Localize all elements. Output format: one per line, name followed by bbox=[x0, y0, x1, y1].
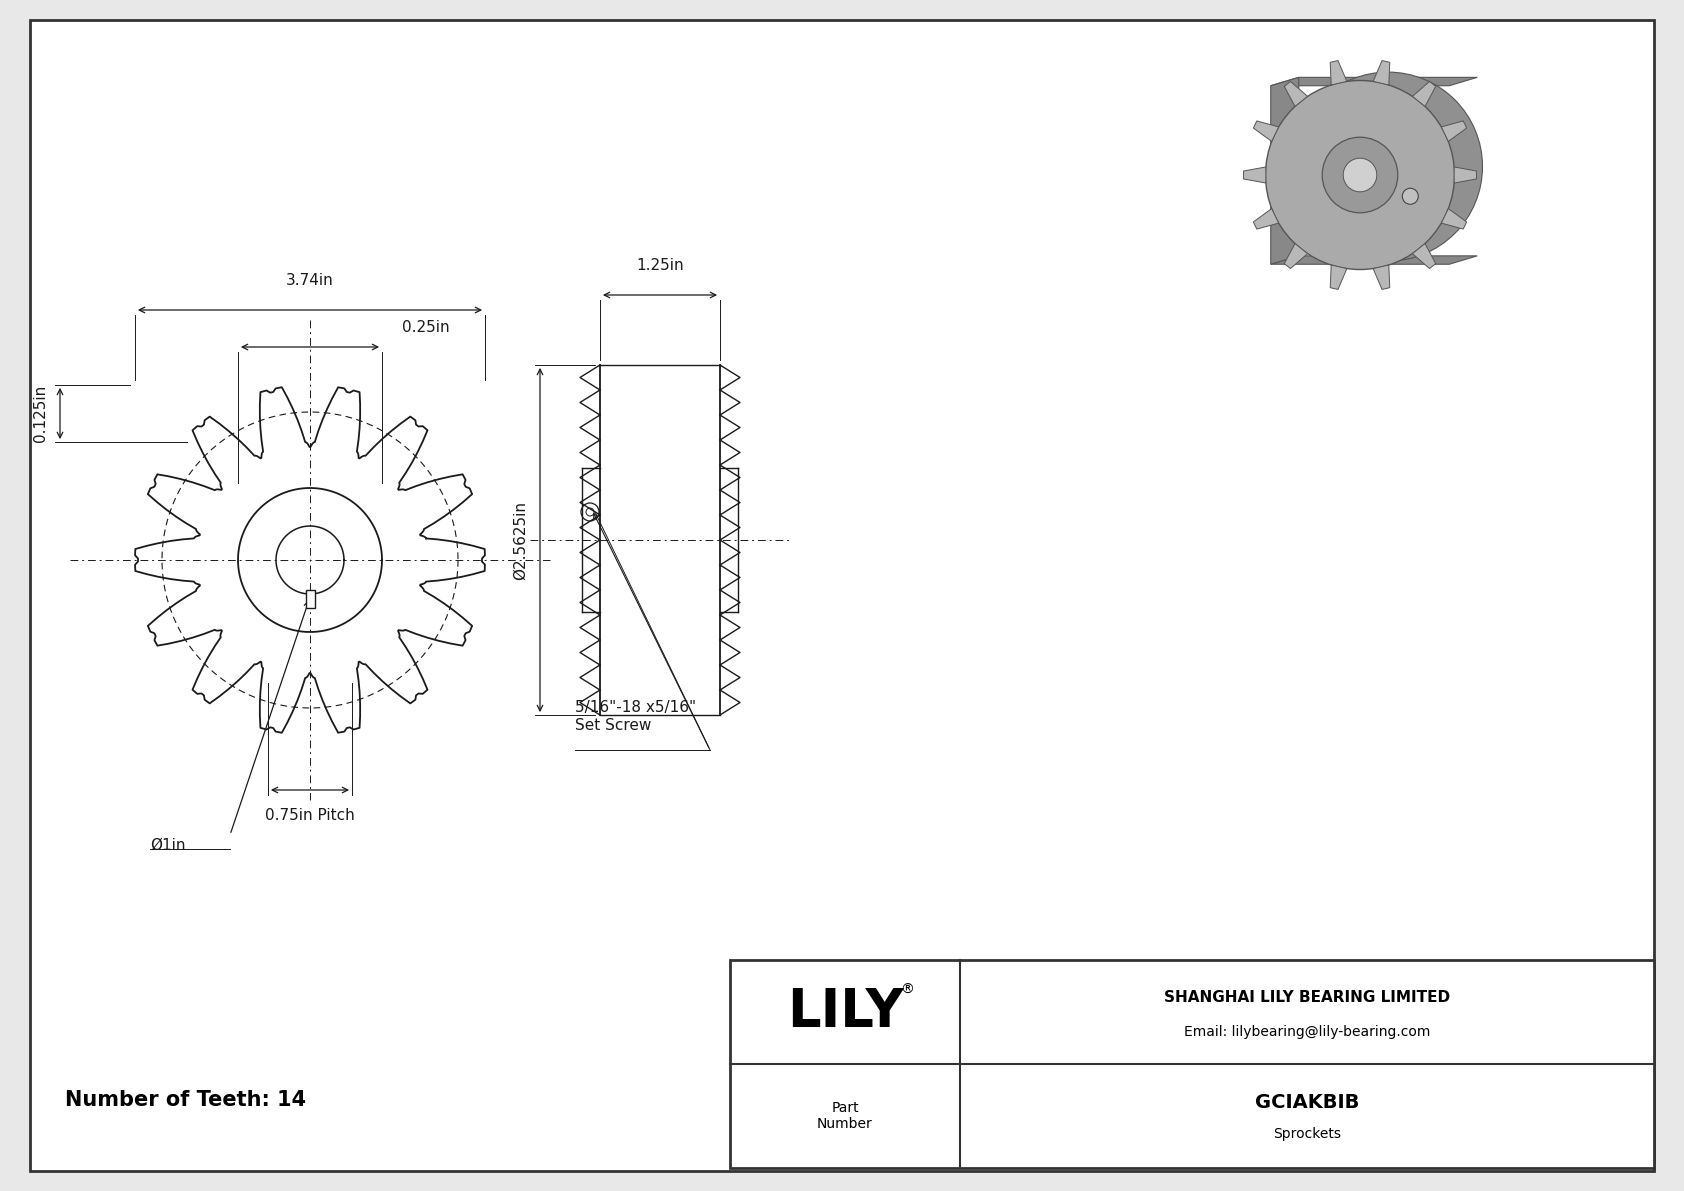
Polygon shape bbox=[1330, 61, 1347, 85]
Polygon shape bbox=[1413, 81, 1436, 106]
Polygon shape bbox=[1253, 121, 1278, 142]
Text: Email: lilybearing@lily-bearing.com: Email: lilybearing@lily-bearing.com bbox=[1184, 1025, 1430, 1039]
Polygon shape bbox=[1271, 256, 1477, 264]
Polygon shape bbox=[1271, 77, 1298, 264]
Text: Number of Teeth: 14: Number of Teeth: 14 bbox=[66, 1090, 306, 1110]
Polygon shape bbox=[1285, 244, 1307, 268]
Polygon shape bbox=[1413, 244, 1436, 268]
Circle shape bbox=[1403, 188, 1418, 205]
Text: Ø2.5625in: Ø2.5625in bbox=[514, 500, 529, 580]
Text: 3.74in: 3.74in bbox=[286, 273, 333, 288]
Text: Part
Number: Part Number bbox=[817, 1100, 872, 1131]
Polygon shape bbox=[1372, 61, 1389, 85]
Circle shape bbox=[1293, 73, 1482, 261]
Text: 0.125in: 0.125in bbox=[34, 385, 49, 442]
Polygon shape bbox=[1330, 266, 1347, 289]
Text: LILY: LILY bbox=[786, 986, 903, 1039]
Bar bbox=[729, 960, 1654, 1168]
Polygon shape bbox=[1442, 208, 1467, 229]
Text: Set Screw: Set Screw bbox=[574, 718, 652, 732]
Bar bbox=[305, 590, 315, 607]
Polygon shape bbox=[1372, 266, 1389, 289]
Text: 1.25in: 1.25in bbox=[637, 258, 684, 273]
Polygon shape bbox=[1253, 208, 1278, 229]
Text: Ø1in: Ø1in bbox=[150, 837, 185, 853]
Text: ®: ® bbox=[899, 983, 914, 997]
Polygon shape bbox=[1271, 77, 1477, 86]
Text: 0.75in Pitch: 0.75in Pitch bbox=[264, 807, 355, 823]
Text: Sprockets: Sprockets bbox=[1273, 1127, 1340, 1141]
Polygon shape bbox=[1442, 121, 1467, 142]
Text: 5/16"-18 x5/16": 5/16"-18 x5/16" bbox=[574, 700, 695, 715]
Polygon shape bbox=[1285, 81, 1307, 106]
Text: GCIAKBIB: GCIAKBIB bbox=[1255, 1092, 1359, 1111]
Circle shape bbox=[1322, 137, 1398, 213]
Text: 0.25in: 0.25in bbox=[402, 320, 450, 335]
Text: SHANGHAI LILY BEARING LIMITED: SHANGHAI LILY BEARING LIMITED bbox=[1164, 991, 1450, 1005]
Polygon shape bbox=[1455, 167, 1477, 183]
Circle shape bbox=[1265, 81, 1455, 269]
Circle shape bbox=[1344, 158, 1378, 192]
Polygon shape bbox=[1243, 167, 1266, 183]
